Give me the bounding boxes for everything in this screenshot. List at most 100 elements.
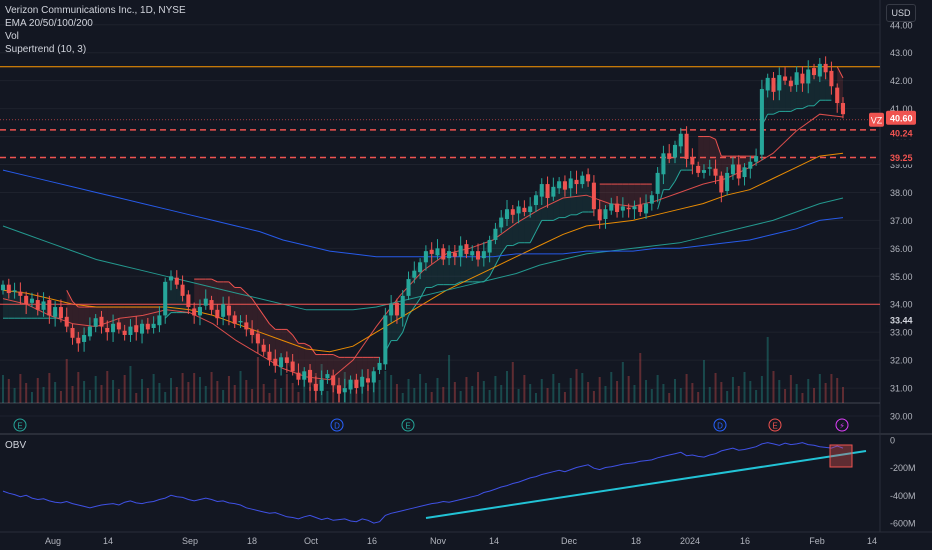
price-label-text: 33.44: [890, 315, 913, 325]
volume-bar: [100, 385, 103, 403]
candle-body: [725, 172, 730, 192]
volume-bar: [778, 380, 781, 403]
price-label-text: 40.60: [890, 113, 913, 123]
volume-bar: [326, 391, 329, 403]
volume-bar: [7, 379, 10, 403]
supertrend-fill: [686, 158, 693, 171]
volume-bar: [216, 381, 219, 403]
candle-body: [273, 358, 278, 366]
volume-bar: [42, 387, 45, 403]
time-tick-label: 2024: [680, 536, 700, 546]
candle-body: [771, 77, 776, 92]
supertrend-line: [413, 298, 421, 308]
price-tick-label: 35.00: [890, 272, 913, 282]
candle-body: [638, 205, 643, 213]
volume-bar: [424, 383, 427, 403]
price-axis[interactable]: 30.00 31.00 32.00 33.00 34.00 35.00 36.00 37.00…: [869, 20, 916, 529]
supertrend-line: [263, 315, 270, 325]
candle-body: [226, 305, 231, 316]
ema-indicator-label[interactable]: EMA 20/50/100/200: [5, 18, 93, 29]
ema-line: [2, 113, 844, 381]
volume-bar: [129, 366, 132, 403]
ema-line: [2, 197, 844, 311]
candle-body: [308, 369, 313, 383]
candle-body: [145, 323, 150, 330]
time-tick-label: Dec: [561, 536, 578, 546]
candle-body: [348, 379, 353, 390]
candle-body: [180, 284, 185, 296]
candle-body: [487, 239, 492, 253]
supertrend-fill: [20, 295, 27, 319]
volume-bar: [558, 383, 561, 403]
candle-body: [777, 75, 782, 91]
supertrend-line: [292, 334, 299, 344]
supertrend-fill: [512, 206, 519, 246]
event-marker: [401, 418, 415, 432]
candle-body: [481, 251, 486, 259]
volume-bar: [268, 393, 271, 403]
obv-trendline: [425, 450, 867, 519]
candle-body: [82, 334, 87, 342]
volume-bar: [181, 373, 184, 403]
supertrend-fill: [582, 175, 589, 213]
candle-body: [250, 329, 255, 335]
candle-body: [632, 206, 637, 210]
volume-bar: [117, 389, 120, 403]
candle-body: [603, 209, 608, 219]
volume-bar: [158, 383, 161, 403]
volume-bar: [836, 378, 839, 403]
volume-bar: [141, 379, 144, 403]
candle-body: [806, 69, 811, 84]
candle-body: [111, 323, 116, 333]
candle-body: [615, 203, 620, 213]
candle-body: [690, 157, 695, 165]
candle-body: [87, 326, 92, 337]
supertrend-line: [674, 169, 682, 182]
supertrend-fill: [240, 287, 247, 330]
candle-body: [255, 333, 260, 344]
volume-bar: [222, 390, 225, 403]
volume-indicator-label[interactable]: Vol: [5, 31, 19, 42]
price-label-text: 39.25: [890, 153, 913, 163]
price-tick-label: 42.00: [890, 76, 913, 86]
time-axis[interactable]: Aug 14 Sep 18 Oct 16 Nov 14 Dec 18 2024 16 Feb 14: [45, 536, 877, 546]
obv-indicator-label[interactable]: OBV: [5, 440, 27, 451]
price-tick-label: 33.00: [890, 328, 913, 338]
supertrend-fill: [518, 206, 525, 243]
candle-body: [754, 156, 759, 162]
price-label-text: 40.24: [890, 128, 913, 138]
event-marker-label: ⚡: [839, 422, 845, 431]
candle-body: [215, 309, 220, 319]
supertrend-line: [836, 66, 844, 79]
volume-bar: [413, 388, 416, 403]
candle-body: [783, 76, 788, 81]
candle-body: [383, 315, 388, 365]
volume-bar: [517, 389, 520, 403]
volume-bar: [813, 388, 816, 403]
volume-bar: [187, 382, 190, 403]
candle-body: [122, 330, 127, 335]
volume-bar: [471, 386, 474, 403]
volume-bar: [442, 387, 445, 403]
volume-bar: [280, 388, 283, 403]
candle-body: [18, 291, 23, 296]
candle-body: [105, 327, 110, 333]
supertrend-fill: [373, 357, 380, 372]
volume-bar: [94, 376, 97, 403]
time-tick-label: 18: [247, 536, 257, 546]
candle-body: [377, 362, 382, 370]
ema-line: [2, 169, 844, 258]
currency-button[interactable]: USD: [886, 4, 916, 22]
volume-bar: [633, 385, 636, 403]
volume-bar: [824, 383, 827, 403]
supertrend-line: [269, 323, 276, 330]
candles: [0, 56, 846, 403]
volume-bar: [708, 387, 711, 403]
supertrend-indicator-label[interactable]: Supertrend (10, 3): [5, 44, 87, 55]
supertrend-line: [251, 298, 259, 308]
volume-bar: [482, 381, 485, 403]
supertrend-fill: [622, 184, 629, 210]
volume-bar: [679, 388, 682, 403]
supertrend-line: [668, 180, 676, 190]
